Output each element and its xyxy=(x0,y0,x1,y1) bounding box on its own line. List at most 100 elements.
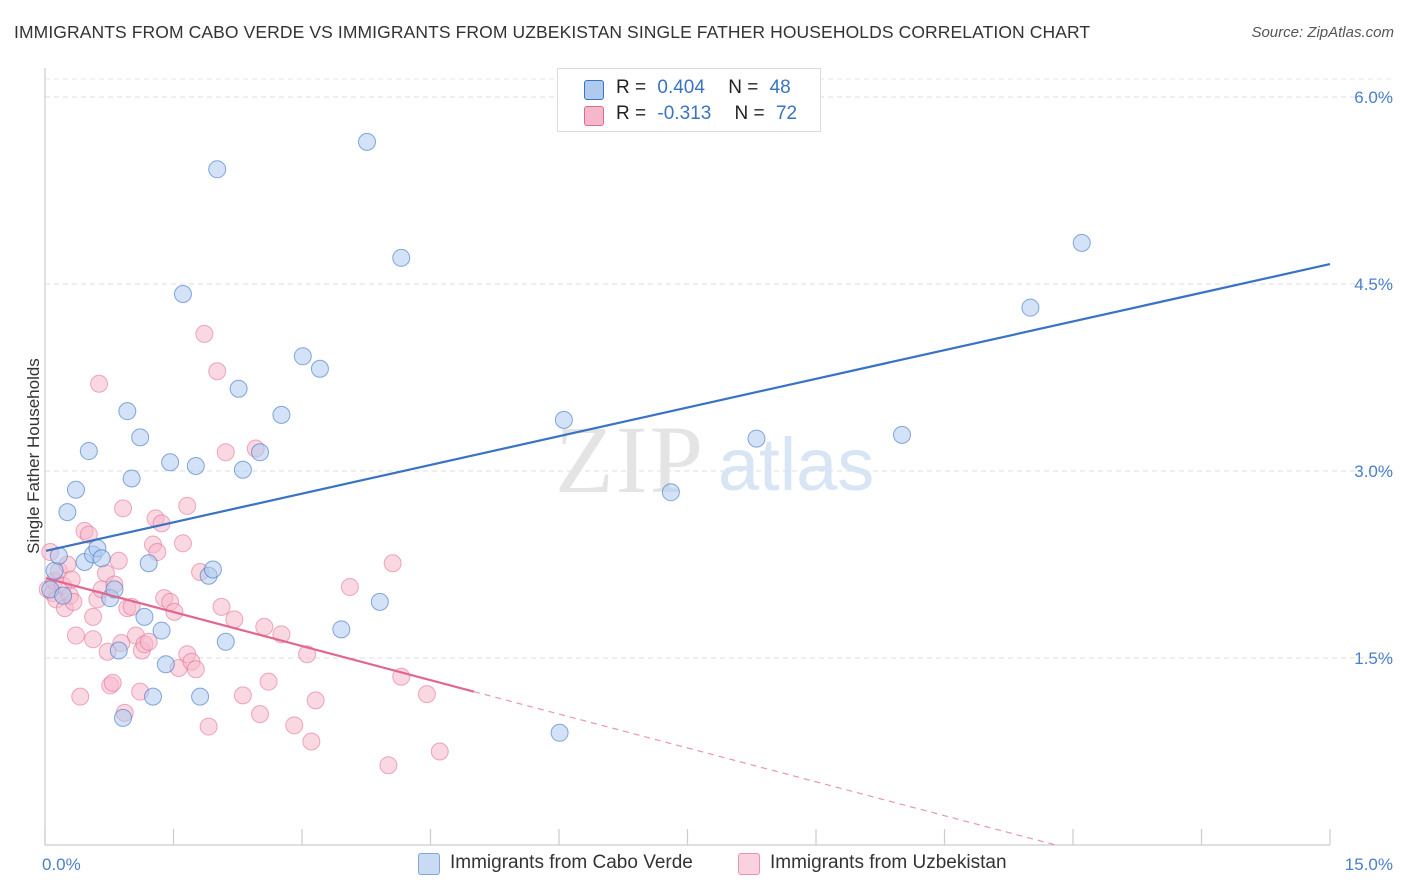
legend-r-value: 0.404 xyxy=(657,77,705,98)
data-point-uzbekistan xyxy=(306,691,325,710)
data-point-uzbekistan xyxy=(383,554,402,573)
data-point-cabo-verde xyxy=(114,708,133,727)
watermark-zip: ZIP xyxy=(555,406,705,513)
data-point-cabo-verde xyxy=(45,561,64,580)
data-point-uzbekistan xyxy=(340,577,359,596)
data-point-uzbekistan xyxy=(225,610,244,629)
data-point-uzbekistan xyxy=(233,686,252,705)
legend-n-value: 48 xyxy=(769,77,791,98)
data-point-cabo-verde xyxy=(370,592,389,611)
data-point-uzbekistan xyxy=(379,756,398,775)
data-point-uzbekistan xyxy=(186,660,205,679)
data-point-cabo-verde xyxy=(272,405,291,424)
data-point-uzbekistan xyxy=(298,645,317,664)
data-point-uzbekistan xyxy=(255,617,274,636)
x-tick-label: 0.0% xyxy=(42,855,81,874)
data-point-cabo-verde xyxy=(186,457,205,476)
data-point-uzbekistan xyxy=(66,626,85,645)
bottom-legend-label: Immigrants from Uzbekistan xyxy=(770,852,1007,873)
y-tick-label: 4.5% xyxy=(1354,275,1393,294)
legend-swatch-pink xyxy=(584,106,604,126)
data-point-uzbekistan xyxy=(90,374,109,393)
bottom-legend-label: Immigrants from Cabo Verde xyxy=(450,852,693,873)
data-point-uzbekistan xyxy=(103,673,122,692)
data-point-uzbekistan xyxy=(84,607,103,626)
grid-lines xyxy=(45,78,1392,659)
data-point-uzbekistan xyxy=(302,732,321,751)
legend-swatch-blue xyxy=(584,80,604,100)
data-point-cabo-verde xyxy=(173,284,192,303)
axes xyxy=(44,68,1331,846)
data-point-uzbekistan xyxy=(259,672,278,691)
bottom-legend-swatch-blue xyxy=(418,853,440,875)
data-point-cabo-verde xyxy=(747,429,766,448)
y-tick-labels: 1.5% 3.0% 4.5% 6.0% xyxy=(1354,88,1393,668)
data-point-cabo-verde xyxy=(144,687,162,706)
data-point-cabo-verde xyxy=(118,402,137,421)
data-point-cabo-verde xyxy=(332,620,351,639)
data-point-cabo-verde xyxy=(203,560,222,579)
data-point-cabo-verde xyxy=(109,641,128,660)
data-point-uzbekistan xyxy=(178,496,197,515)
data-point-cabo-verde xyxy=(54,586,73,605)
data-point-cabo-verde xyxy=(1072,233,1091,252)
data-point-cabo-verde xyxy=(392,248,411,267)
data-point-cabo-verde xyxy=(550,723,569,742)
data-point-uzbekistan xyxy=(430,742,449,761)
data-point-uzbekistan xyxy=(139,632,158,651)
data-point-uzbekistan xyxy=(208,362,227,381)
data-point-cabo-verde xyxy=(554,410,573,429)
data-point-cabo-verde xyxy=(79,442,98,461)
legend-r-label: R = xyxy=(616,77,647,98)
data-point-cabo-verde xyxy=(191,687,210,706)
data-point-uzbekistan xyxy=(251,705,269,724)
data-point-cabo-verde xyxy=(161,453,180,472)
data-point-uzbekistan xyxy=(71,687,90,706)
x-tick-labels: 0.0% 15.0% xyxy=(42,855,1393,874)
legend-r-label: R = xyxy=(616,103,647,124)
data-point-cabo-verde xyxy=(233,460,252,479)
data-point-cabo-verde xyxy=(251,443,269,462)
data-point-cabo-verde xyxy=(310,359,329,378)
trend-lines xyxy=(45,262,1331,846)
data-point-cabo-verde xyxy=(661,483,680,502)
data-point-uzbekistan xyxy=(109,551,128,570)
series-cabo-verde-points xyxy=(41,132,1091,742)
data-point-cabo-verde xyxy=(66,480,85,499)
data-point-cabo-verde xyxy=(152,621,171,640)
y-tick-label: 3.0% xyxy=(1354,462,1393,481)
data-point-uzbekistan xyxy=(199,717,218,736)
legend-n-label: N = xyxy=(734,103,765,124)
correlation-legend: R = 0.404 N = 48 R = -0.313 N = 72 xyxy=(557,68,821,132)
legend-n-value: 72 xyxy=(775,103,798,124)
legend-r-value: -0.313 xyxy=(657,103,712,124)
data-point-cabo-verde xyxy=(92,549,111,568)
data-point-uzbekistan xyxy=(114,499,133,518)
data-point-uzbekistan xyxy=(216,443,235,462)
data-point-cabo-verde xyxy=(893,425,911,444)
data-point-uzbekistan xyxy=(285,716,304,735)
data-point-uzbekistan xyxy=(173,534,192,553)
data-point-cabo-verde xyxy=(58,503,77,522)
trend-line-uzbekistan-extension xyxy=(473,691,1056,846)
y-tick-label: 6.0% xyxy=(1354,88,1393,107)
data-point-cabo-verde xyxy=(105,580,124,599)
y-axis-title: Single Father Households xyxy=(24,358,43,554)
data-point-cabo-verde xyxy=(139,554,158,573)
data-point-uzbekistan xyxy=(212,597,231,616)
data-point-cabo-verde xyxy=(1021,298,1040,317)
legend-n-label: N = xyxy=(728,77,759,98)
data-point-cabo-verde xyxy=(229,379,248,398)
data-point-cabo-verde xyxy=(131,428,150,447)
data-point-cabo-verde xyxy=(216,632,235,651)
data-point-uzbekistan xyxy=(417,685,436,704)
data-point-cabo-verde xyxy=(122,469,141,488)
trend-line-uzbekistan xyxy=(45,577,475,693)
data-point-uzbekistan xyxy=(79,525,98,544)
source-label: Source: ZipAtlas.com xyxy=(1251,24,1394,41)
data-point-cabo-verde xyxy=(358,132,376,151)
bottom-legend-swatch-pink xyxy=(738,853,760,875)
chart-title: IMMIGRANTS FROM CABO VERDE VS IMMIGRANTS… xyxy=(14,22,1091,42)
trend-line-cabo-verde xyxy=(45,262,1331,552)
